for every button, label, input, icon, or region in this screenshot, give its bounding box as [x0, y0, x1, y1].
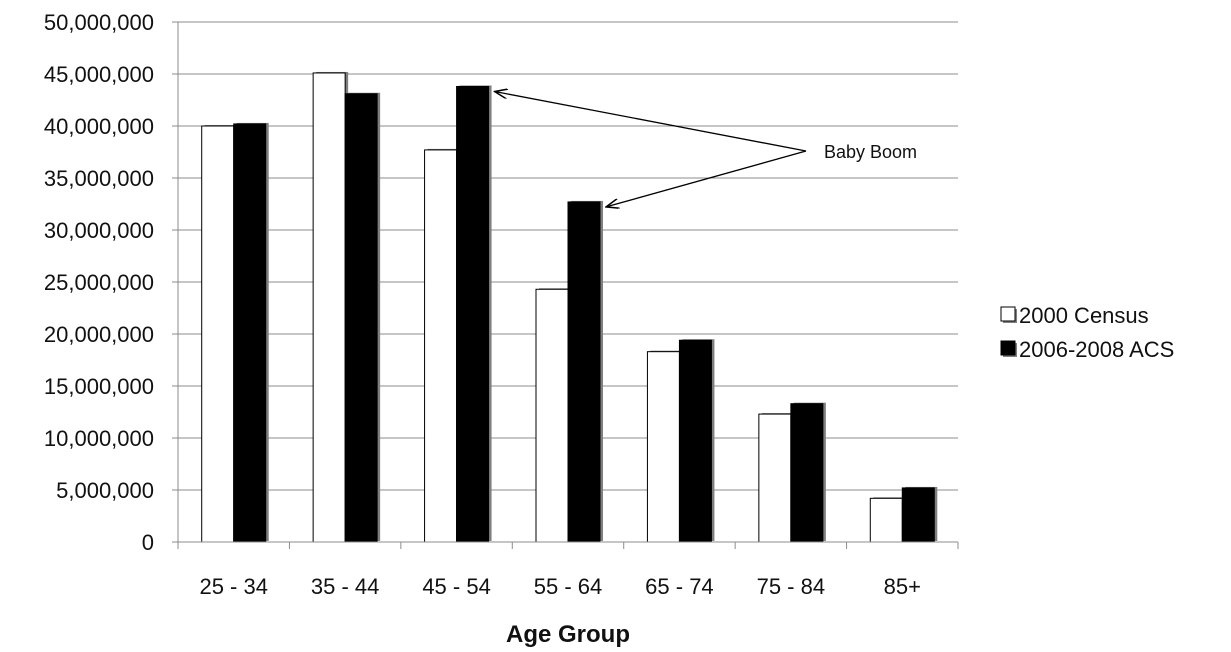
bar [678, 339, 712, 543]
legend-label: 2006-2008 ACS [1019, 337, 1174, 362]
y-tick-label: 40,000,000 [44, 114, 154, 139]
x-tick-label: 75 - 84 [757, 574, 826, 599]
legend-label: 2000 Census [1019, 303, 1149, 328]
bars [201, 71, 938, 543]
annotation: Baby Boom [495, 91, 917, 206]
annotation-arrow [606, 150, 807, 207]
y-tick-label: 35,000,000 [44, 166, 154, 191]
bar [456, 85, 490, 543]
bar [567, 201, 601, 543]
bar [312, 72, 346, 543]
bar [758, 413, 792, 543]
y-tick-label: 45,000,000 [44, 62, 154, 87]
y-tick-label: 20,000,000 [44, 322, 154, 347]
y-tick-label: 30,000,000 [44, 218, 154, 243]
bar [233, 123, 267, 543]
y-tick-label: 15,000,000 [44, 374, 154, 399]
bar [535, 288, 569, 543]
x-axis-title: Age Group [506, 621, 630, 648]
y-tick-label: 5,000,000 [56, 478, 154, 503]
y-axis-ticks: 0 5,000,000 10,000,000 15,000,000 20,000,000… [44, 10, 178, 555]
x-axis-ticks: 25 - 34 35 - 44 45 - 54 55 - 64 65 - 74 75 - … [177, 542, 959, 599]
y-tick-label: 50,000,000 [44, 10, 154, 35]
x-tick-label: 55 - 64 [534, 574, 603, 599]
legend: 2000 Census 2006-2008 ACS [1000, 303, 1174, 362]
bar [201, 125, 235, 543]
bar [790, 403, 824, 543]
legend-swatch [1000, 306, 1016, 322]
bar [901, 487, 935, 543]
y-tick-label: 10,000,000 [44, 426, 154, 451]
bar [344, 93, 378, 543]
x-tick-label: 25 - 34 [199, 574, 268, 599]
x-tick-label: 65 - 74 [645, 574, 714, 599]
y-tick-label: 25,000,000 [44, 270, 154, 295]
annotation-arrow [495, 91, 807, 152]
legend-swatch [1000, 340, 1016, 356]
bar [424, 149, 458, 543]
x-tick-label: 35 - 44 [311, 574, 380, 599]
bar [646, 351, 680, 543]
x-tick-label: 85+ [884, 574, 921, 599]
bar [869, 497, 903, 543]
y-tick-label: 0 [142, 530, 154, 555]
annotation-text: Baby Boom [824, 142, 917, 162]
x-tick-label: 45 - 54 [422, 574, 491, 599]
